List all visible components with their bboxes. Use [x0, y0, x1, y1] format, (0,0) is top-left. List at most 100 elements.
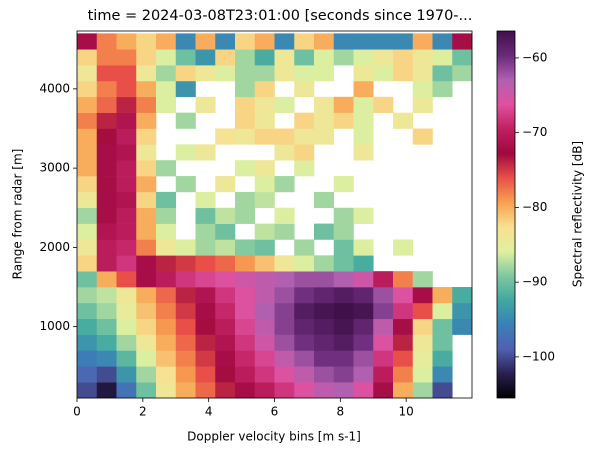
cell — [116, 33, 137, 50]
cell — [432, 366, 453, 383]
y-tick-label: 3000 — [39, 161, 70, 175]
cell — [393, 287, 414, 304]
cell — [156, 223, 177, 240]
cell — [215, 207, 236, 224]
cell — [294, 366, 315, 383]
cell — [175, 302, 196, 320]
cell — [333, 271, 354, 288]
cell — [432, 80, 453, 98]
cell — [96, 271, 117, 288]
cell — [235, 191, 256, 209]
cell — [412, 382, 433, 399]
cell — [254, 255, 275, 272]
cell — [235, 207, 256, 224]
cell — [116, 302, 137, 320]
cell — [175, 287, 196, 304]
colorbar-label: Spectral reflectivity [dB] — [571, 141, 585, 287]
cell — [195, 49, 216, 66]
cell — [353, 96, 374, 113]
cell — [156, 80, 177, 98]
x-axis-label: Doppler velocity bins [m s-1] — [187, 430, 361, 444]
cell — [254, 382, 275, 399]
cell — [77, 382, 98, 399]
cell — [294, 271, 315, 288]
cell — [353, 302, 374, 320]
cell — [215, 49, 236, 66]
cell — [136, 144, 157, 161]
cell — [373, 350, 394, 367]
cell — [294, 80, 315, 98]
cell — [254, 334, 275, 351]
cell — [215, 350, 236, 367]
cell — [96, 334, 117, 351]
cell — [96, 176, 117, 193]
cell — [116, 49, 137, 66]
cell — [136, 318, 157, 335]
cell — [412, 128, 433, 145]
cell — [274, 271, 295, 288]
cell — [333, 207, 354, 224]
cell — [393, 65, 414, 82]
cell — [294, 382, 315, 399]
cell — [175, 350, 196, 367]
cell — [412, 65, 433, 82]
cell — [195, 65, 216, 82]
cell — [116, 239, 137, 256]
cell — [175, 65, 196, 82]
x-tick-label: 6 — [271, 405, 279, 419]
cell — [314, 350, 335, 367]
cell — [393, 239, 414, 256]
cell — [254, 176, 275, 193]
cell — [373, 287, 394, 304]
cell — [393, 112, 414, 129]
cell — [96, 350, 117, 367]
cell — [412, 271, 433, 288]
cell — [254, 318, 275, 335]
cell — [452, 33, 473, 50]
cell — [195, 350, 216, 367]
cell — [432, 49, 453, 66]
cell — [195, 96, 216, 113]
cell — [314, 112, 335, 129]
cell — [116, 382, 137, 399]
cell — [136, 191, 157, 209]
y-tick-label: 2000 — [39, 240, 70, 254]
cell — [294, 49, 315, 66]
cell — [274, 334, 295, 351]
cell — [136, 80, 157, 98]
cell — [116, 191, 137, 209]
cell — [274, 223, 295, 240]
cell — [156, 160, 177, 177]
cell — [195, 318, 216, 335]
cell — [156, 239, 177, 256]
cell — [333, 318, 354, 335]
cell — [175, 318, 196, 335]
y-axis-label: Range from radar [m] — [11, 149, 25, 280]
cell — [254, 350, 275, 367]
cell — [254, 80, 275, 98]
cell — [215, 33, 236, 50]
cell — [96, 112, 117, 129]
chart-title: time = 2024-03-08T23:01:00 [seconds sinc… — [88, 8, 473, 24]
cell — [393, 302, 414, 320]
cell — [353, 65, 374, 82]
cell — [195, 207, 216, 224]
cell — [175, 80, 196, 98]
cell — [254, 239, 275, 256]
cell — [254, 65, 275, 82]
cell — [452, 65, 473, 82]
cell — [274, 382, 295, 399]
cell — [393, 366, 414, 383]
cell — [412, 366, 433, 383]
cell — [373, 302, 394, 320]
cell — [412, 33, 433, 50]
cell — [314, 96, 335, 113]
cell — [353, 366, 374, 383]
cell — [215, 65, 236, 82]
cell — [373, 65, 394, 82]
cell — [215, 239, 236, 256]
cell — [136, 223, 157, 240]
colorbar-tick-label: −100 — [522, 349, 555, 363]
cell — [254, 223, 275, 240]
